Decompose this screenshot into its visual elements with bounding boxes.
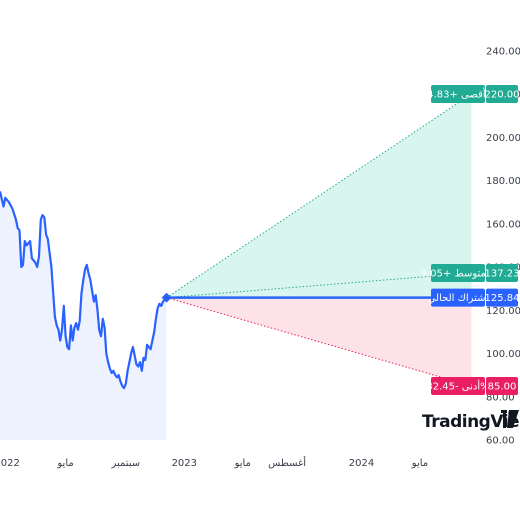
history-area-fill (0, 191, 167, 440)
y-tick-label: 100.00 (486, 349, 520, 360)
high-label-price: 220.00 (485, 90, 520, 101)
x-tick-label: مايو (411, 458, 428, 469)
tradingview-logo: TradingView (422, 410, 520, 432)
low-forecast-line (166, 297, 472, 387)
current-label-price: 125.84 (485, 293, 520, 304)
x-tick-label: مايو (234, 458, 251, 469)
x-tick-label: 2022 (0, 458, 20, 469)
low-label-tag (431, 376, 485, 395)
high-label-price-tag (486, 85, 518, 104)
low-label-price-tag (486, 376, 518, 395)
low-label-text: أدنى -32.45% (426, 379, 489, 392)
high-label-tag (431, 85, 485, 104)
average-label-tag (431, 264, 485, 283)
current-label-price-tag (486, 288, 518, 307)
current-label-text: اشتراك الحالي (428, 293, 489, 304)
x-tick-label: 2023 (172, 458, 197, 469)
tradingview-wordmark: TradingView (422, 412, 520, 432)
x-tick-label: أغسطس (268, 456, 306, 469)
forecast-labels: أقصى +74.83%220.00 متوسط +9.05%137.23 اشتر… (421, 85, 520, 395)
price-line (0, 191, 172, 390)
average-label-price: 137.23 (485, 269, 520, 280)
average-label-text: متوسط +9.05% (421, 269, 496, 280)
forecast-lines (166, 93, 472, 387)
current-label-tag (431, 288, 485, 307)
x-tick-label: مايو (56, 458, 73, 469)
high-label: أقصى +74.83%220.00 (421, 85, 520, 104)
y-tick-label: 60.00 (486, 436, 515, 447)
y-tick-label: 80.00 (486, 392, 515, 403)
price-series-line (0, 191, 168, 390)
x-tick-label: 2024 (349, 458, 374, 469)
y-tick-label: 240.00 (486, 46, 520, 57)
y-tick-label: 180.00 (486, 176, 520, 187)
history-area (0, 191, 167, 440)
x-tick-label: سبتمبر (110, 458, 140, 469)
downside-range-fill (166, 297, 472, 386)
high-label-text: أقصى +74.83% (421, 88, 495, 101)
y-tick-label: 200.00 (486, 133, 520, 144)
low-label-price: 85.00 (488, 381, 517, 392)
average-label-price-tag (486, 264, 518, 283)
x-axis: 2022 مايو سبتمبر 2023 مايو أغسطس 2024 مايو (0, 456, 428, 469)
high-forecast-line (166, 93, 472, 299)
y-tick-label: 160.00 (486, 219, 520, 230)
tradingview-mark-icon (501, 410, 519, 428)
current-point-marker (161, 292, 172, 303)
average-label: متوسط +9.05%137.23 (421, 264, 520, 283)
y-tick-label: 120.00 (486, 306, 520, 317)
low-label: أدنى -32.45%85.00 (426, 376, 518, 395)
